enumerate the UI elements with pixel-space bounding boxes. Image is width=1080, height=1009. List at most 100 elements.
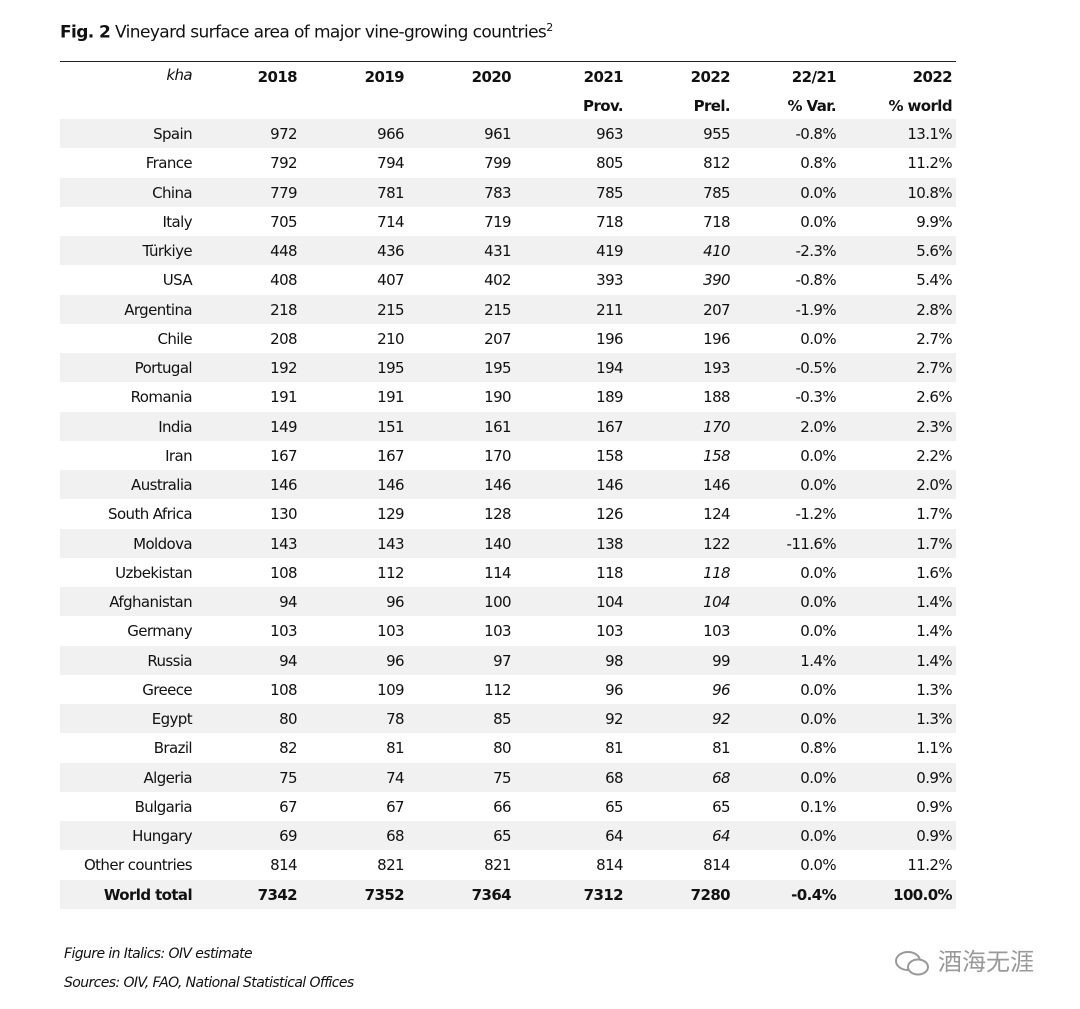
- cell: 2.0%: [916, 476, 952, 494]
- cell: 402: [484, 271, 511, 290]
- cell: 191: [377, 388, 404, 407]
- cell: 167: [596, 417, 623, 436]
- column-subheader: % world: [888, 97, 953, 115]
- cell: 1.1%: [916, 739, 952, 758]
- column-subheader: Prov.: [583, 97, 624, 115]
- cell: 140: [484, 534, 511, 553]
- cell: 11.2%: [907, 856, 952, 875]
- cell: 158: [703, 446, 730, 465]
- cell: 195: [484, 359, 511, 377]
- cell: 191: [270, 388, 297, 407]
- cell: 65: [493, 827, 511, 845]
- cell: 1.6%: [916, 563, 952, 582]
- cell: 167: [377, 446, 404, 465]
- footnote: Sources: OIV, FAO, National Statistical …: [64, 975, 354, 991]
- cell: 94: [279, 593, 297, 611]
- cell: 64: [605, 827, 623, 845]
- row-band: [60, 528, 956, 558]
- column-header: 2020: [471, 68, 512, 86]
- cell: 92: [712, 710, 730, 728]
- row-label: Spain: [153, 125, 193, 143]
- cell: 410: [703, 242, 730, 260]
- cell: 785: [703, 183, 730, 202]
- cell: 11.2%: [907, 154, 952, 173]
- watermark: 酒海无涯: [938, 948, 1034, 976]
- cell: 2.7%: [916, 359, 952, 377]
- cell: 0.9%: [916, 827, 952, 845]
- cell: 146: [377, 476, 404, 494]
- cell: 128: [484, 505, 511, 524]
- cell: 170: [703, 417, 730, 436]
- cell: 779: [270, 183, 297, 202]
- cell: 151: [377, 417, 404, 436]
- cell: 393: [596, 271, 623, 290]
- cell: 68: [712, 768, 730, 787]
- cell: 814: [270, 856, 297, 875]
- row-label: World total: [103, 885, 193, 904]
- cell: 81: [712, 739, 730, 758]
- cell: 92: [605, 710, 623, 728]
- cell: 100: [484, 593, 511, 611]
- cell: 188: [703, 388, 730, 407]
- cell: 112: [377, 563, 404, 582]
- cell: 104: [596, 593, 623, 611]
- column-header: 2022: [912, 68, 953, 86]
- row-label: Brazil: [153, 739, 193, 758]
- column-header: 2022: [690, 68, 731, 86]
- cell: 10.8%: [907, 183, 952, 202]
- cell: 103: [377, 622, 404, 641]
- cell: 64: [712, 827, 730, 845]
- wechat-icon: [895, 951, 929, 976]
- cell: 1.4%: [916, 593, 952, 611]
- cell: 75: [279, 768, 297, 787]
- cell: 0.9%: [916, 768, 952, 787]
- cell: 96: [386, 593, 404, 611]
- cell: 7312: [583, 885, 624, 904]
- cell: 109: [377, 680, 404, 699]
- cell: 67: [279, 797, 297, 816]
- cell: 68: [605, 768, 623, 787]
- cell: 195: [377, 359, 404, 377]
- cell: 98: [605, 651, 623, 670]
- cell: 1.7%: [916, 505, 952, 524]
- cell: 0.8%: [800, 154, 836, 173]
- row-label: Afghanistan: [109, 593, 192, 611]
- cell: 9.9%: [916, 212, 952, 231]
- cell: 124: [703, 505, 730, 524]
- footnote: Figure in Italics: OIV estimate: [64, 946, 253, 962]
- cell: 81: [605, 739, 623, 758]
- cell: 146: [703, 476, 730, 494]
- cell: -0.8%: [795, 125, 836, 143]
- cell: 718: [703, 212, 730, 231]
- row-label: Romania: [130, 388, 193, 407]
- cell: 65: [712, 797, 730, 816]
- row-label: South Africa: [108, 505, 193, 524]
- row-label: Argentina: [124, 300, 192, 319]
- cell: 118: [703, 563, 730, 582]
- cell: 1.4%: [916, 622, 952, 641]
- row-label: Russia: [147, 651, 192, 670]
- cell: 85: [493, 710, 511, 728]
- cell: 0.0%: [800, 329, 836, 348]
- cell: 2.7%: [916, 329, 952, 348]
- row-label: Chile: [157, 329, 192, 348]
- cell: 108: [270, 563, 297, 582]
- row-label: Germany: [127, 622, 192, 641]
- row-label: Bulgaria: [134, 797, 193, 816]
- row-label: Algeria: [143, 768, 192, 787]
- cell: 5.6%: [916, 242, 952, 260]
- row-label: China: [152, 183, 192, 202]
- cell: 189: [596, 388, 623, 407]
- cell: 821: [484, 856, 511, 875]
- row-band: [60, 645, 956, 675]
- row-band: [60, 411, 956, 441]
- cell: 955: [703, 125, 730, 143]
- row-band: [60, 821, 956, 851]
- cell: -1.2%: [795, 505, 836, 524]
- row-band: [60, 879, 956, 909]
- column-header: 2019: [364, 68, 405, 86]
- row-band: [60, 587, 956, 617]
- column-subheader: Prel.: [693, 97, 731, 115]
- cell: 143: [270, 534, 297, 553]
